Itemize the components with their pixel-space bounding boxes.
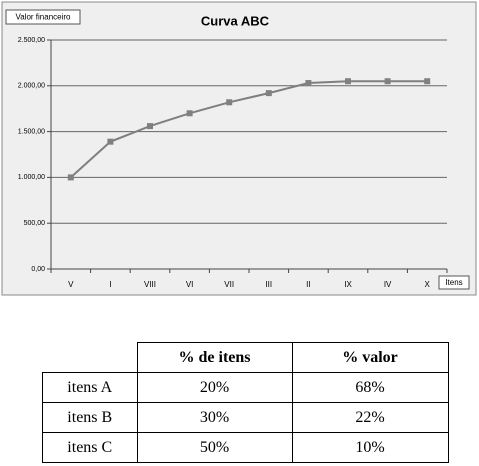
row-label: itens A [42,372,138,403]
table-cell: 20% [136,372,293,403]
x-tick-label: II [306,280,310,289]
x-tick-label: VII [224,280,234,289]
x-tick-label: VIII [144,280,156,289]
chart-frame [1,1,477,296]
marker [107,138,114,145]
chart-title: Curva ABC [201,13,270,28]
marker [265,90,272,97]
table-cell: 50% [136,432,293,463]
y-tick-label: 1.500,00 [18,128,45,135]
marker [67,174,74,181]
row-label: itens C [42,432,138,463]
table-cell: 22% [291,402,449,433]
table-row: itens C 50% 10% [42,432,449,463]
x-label-box [438,275,470,290]
marker [345,78,351,85]
x-tick-label: IX [344,280,352,289]
table-row: itens A 20% 68% [42,372,449,403]
table-cell: 10% [291,432,449,463]
marker [186,110,193,117]
y-tick-label: 500,00 [24,220,46,227]
table-row: itens B 30% 22% [42,402,449,433]
marker [424,78,431,85]
table-cell: 30% [136,402,293,433]
marker [384,78,391,85]
x-tick-label: I [109,280,111,289]
table-cell: 68% [291,372,449,403]
y-tick-label: 0,00 [31,266,45,273]
y-tick-label: 1.000,00 [18,174,45,181]
y-tick-label: 2.000,00 [18,83,45,90]
y-label-box [5,9,81,25]
line [70,80,428,179]
x-tick-label: VI [186,280,194,289]
y-tick-label: 2.500,00 [18,37,45,44]
x-tick-label: III [265,280,272,289]
x-tick-label: IV [384,280,392,289]
x-tick-label: V [68,280,74,289]
marker [305,80,312,87]
marker [147,123,153,130]
header-cell: % de itens [136,342,293,373]
x-axis-label: Itens [445,278,462,287]
y-axis-label: Valor financeiro [16,13,72,22]
empty-cell [42,342,138,373]
header-cell: % valor [291,342,449,373]
row-label: itens B [42,402,138,433]
chart: Valor financeiro Curva ABC Itens 0,00 500… [1,1,477,296]
x-tick-label: X [425,280,431,289]
marker [226,99,233,106]
